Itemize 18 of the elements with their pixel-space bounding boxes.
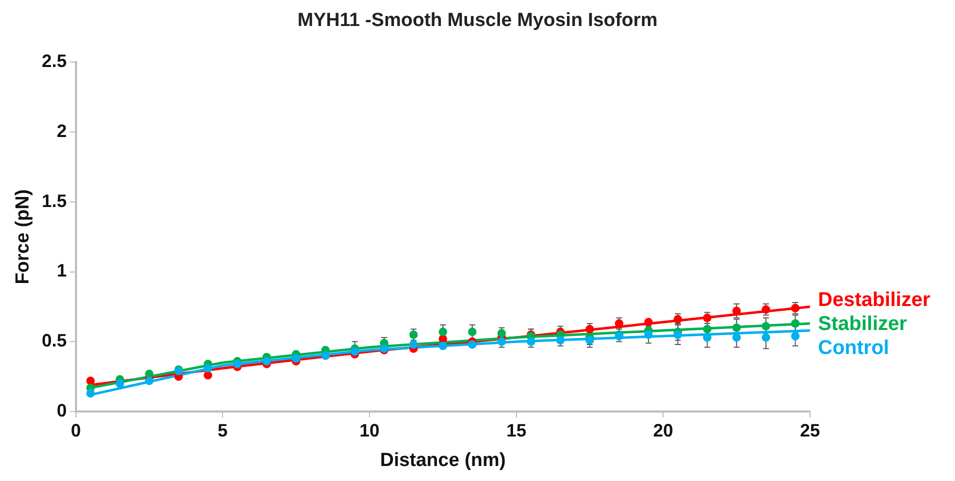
y-tick-label: 2: [56, 120, 67, 141]
y-tick-label: 1.5: [42, 190, 67, 211]
x-tick-label: 15: [506, 420, 526, 440]
series-label: Control: [818, 337, 890, 360]
y-axis-title: Force (pN): [12, 189, 34, 284]
series-label: Stabilizer: [818, 313, 908, 336]
x-tick-label: 10: [359, 420, 380, 440]
x-tick-label: 0: [70, 420, 81, 440]
series-label: Destabilizer: [818, 289, 930, 312]
x-axis-title: Distance (nm): [380, 450, 506, 471]
y-tick-label: 2.5: [42, 50, 67, 71]
y-tick-label: 0: [56, 400, 67, 421]
y-tick-label: 0.5: [42, 330, 67, 351]
x-tick-label: 5: [218, 420, 228, 440]
y-tick-label: 1: [56, 260, 67, 281]
x-tick-label: 25: [800, 420, 820, 440]
x-tick-label: 20: [653, 420, 674, 440]
chart-title: MYH11 -Smooth Muscle Myosin Isoform: [296, 10, 658, 32]
